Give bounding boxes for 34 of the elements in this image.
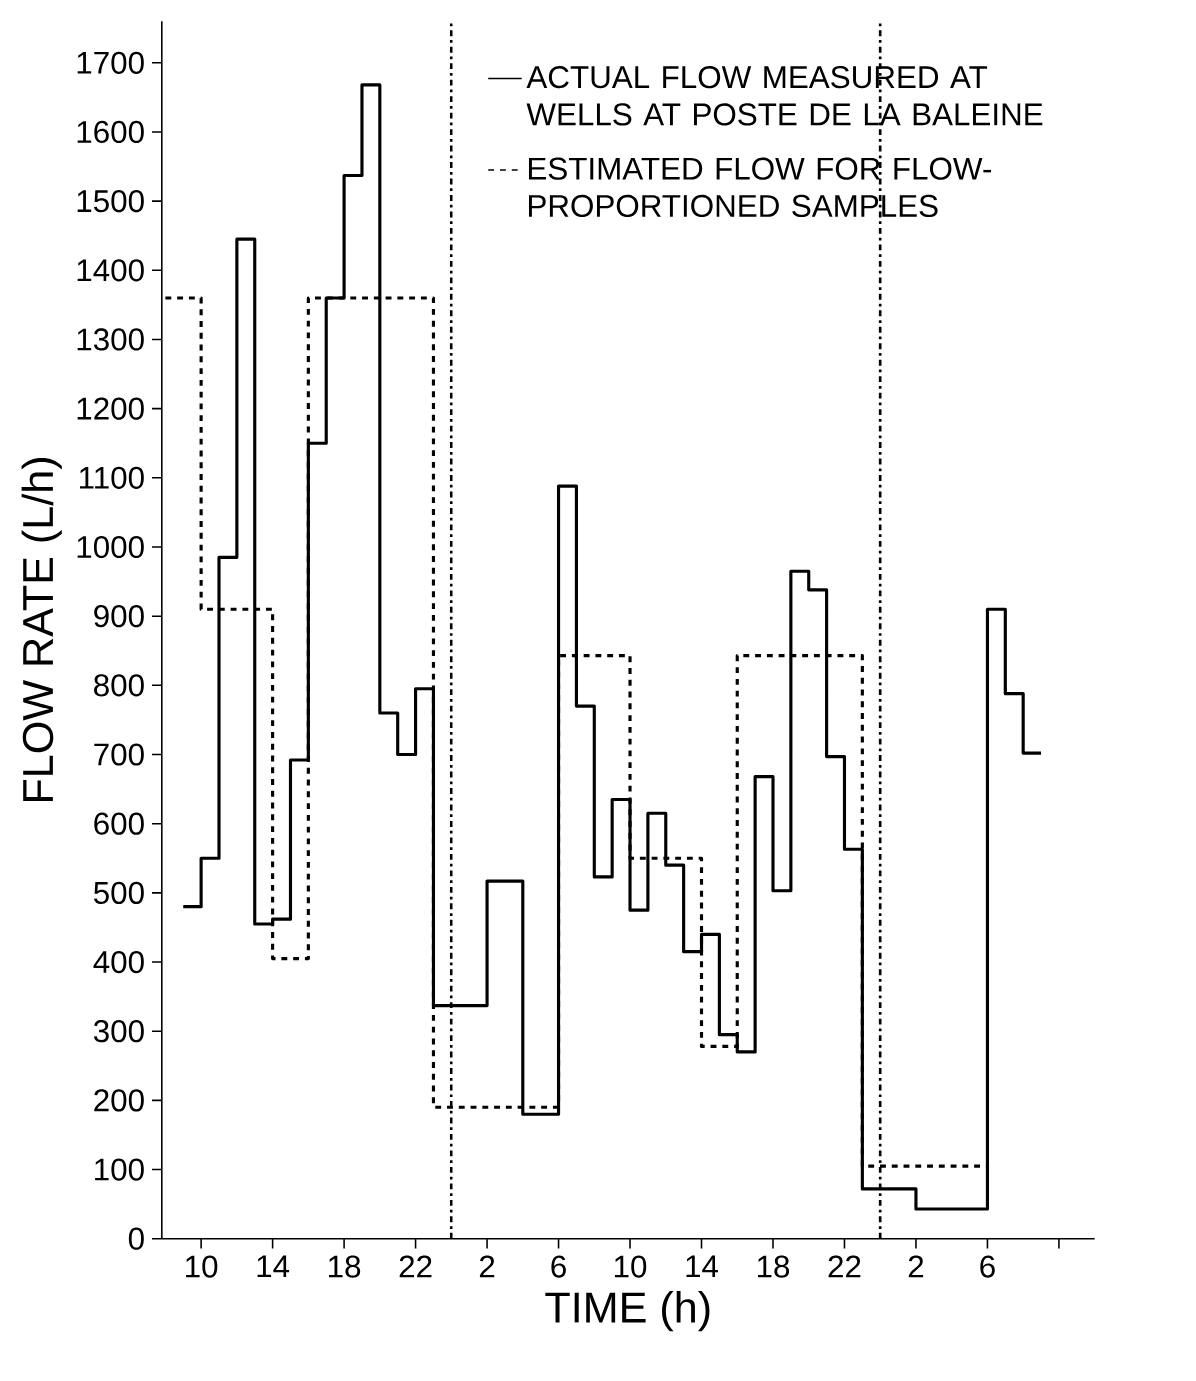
- y-tick-label: 300: [94, 1020, 144, 1043]
- y-tick-label: 1200: [77, 397, 144, 420]
- y-tick-label: 900: [94, 605, 144, 628]
- x-tick-label: 10: [186, 1255, 218, 1278]
- x-tick-label: 10: [615, 1255, 647, 1278]
- y-tick-label: 400: [93, 950, 144, 974]
- legend-label: ACTUAL FLOW MEASURED AT WELLS AT POSTE DE LA BALEINE: [526, 66, 1043, 126]
- legend-label: ESTIMATED FLOW FOR FLOW-PROPORTIONED SAMPLES: [529, 157, 992, 218]
- x-tick-label: 14: [257, 1255, 290, 1278]
- y-tick-label: 1300: [77, 328, 144, 351]
- y-tick-label: 1000: [77, 535, 144, 559]
- y-tick-label: 1100: [80, 466, 144, 489]
- x-tick-label: 6: [551, 1255, 566, 1278]
- x-tick-label: 18: [758, 1255, 790, 1278]
- y-tick-label: 200: [94, 1089, 144, 1112]
- y-tick-label: 700: [94, 743, 144, 766]
- x-tick-label: 18: [329, 1255, 361, 1278]
- y-tick-label: 600: [94, 812, 144, 835]
- y-tick-label: 500: [94, 881, 144, 904]
- x-tick-label: 2: [908, 1255, 924, 1278]
- y-axis-title: FLOW RATE (L/h): [21, 458, 62, 802]
- x-tick-label: 22: [399, 1255, 432, 1278]
- y-tick-label: 1700: [77, 51, 144, 74]
- y-tick-label: 1400: [77, 259, 144, 282]
- x-tick-label: 6: [980, 1255, 995, 1278]
- x-axis-title: TIME (h): [545, 1291, 710, 1332]
- x-tick-label: 14: [686, 1255, 719, 1278]
- y-tick-label: 800: [94, 674, 144, 697]
- y-tick-label: 1600: [77, 120, 144, 144]
- x-tick-label: 2: [480, 1255, 495, 1278]
- x-tick-label: 22: [828, 1255, 861, 1278]
- y-tick-label: 0: [128, 1227, 144, 1250]
- y-tick-label: 1500: [77, 190, 144, 213]
- y-tick-label: 100: [95, 1158, 144, 1181]
